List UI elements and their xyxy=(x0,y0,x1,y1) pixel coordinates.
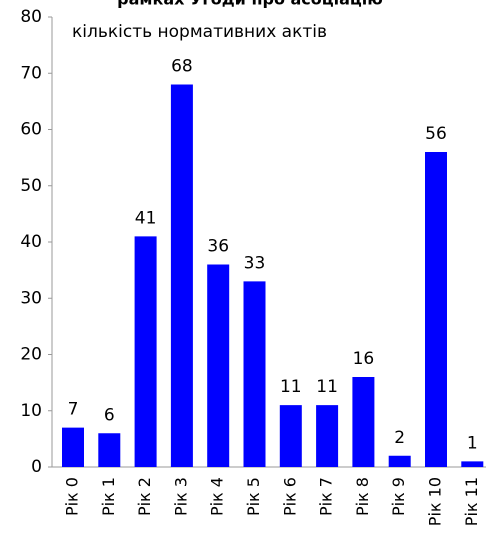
bar xyxy=(352,377,375,467)
bar xyxy=(134,236,157,467)
x-tick-label: Рік 4 xyxy=(208,477,227,516)
data-label: 16 xyxy=(353,349,375,369)
bar xyxy=(388,455,411,467)
bar xyxy=(62,427,84,467)
data-label: 36 xyxy=(207,237,229,257)
x-tick-label: Рік 2 xyxy=(135,477,154,516)
data-label: 68 xyxy=(171,57,193,77)
data-label: 56 xyxy=(425,124,447,144)
bar xyxy=(425,152,447,467)
chart-title: рамках Угоди про асоціацію xyxy=(117,0,383,9)
data-label: 11 xyxy=(280,377,302,397)
bar xyxy=(98,433,121,467)
bar xyxy=(207,264,230,467)
x-tick-label: Рік 0 xyxy=(63,477,82,516)
bar xyxy=(279,405,302,467)
bar xyxy=(170,84,193,467)
y-tick-label: 0 xyxy=(31,457,42,477)
data-label: 11 xyxy=(316,377,338,397)
y-axis-label: кількість нормативних актів xyxy=(72,22,327,42)
y-tick-label: 80 xyxy=(20,7,42,27)
y-tick-label: 30 xyxy=(20,288,42,308)
y-tick-label: 40 xyxy=(20,232,42,252)
bar xyxy=(316,405,339,467)
bar xyxy=(461,461,484,467)
x-tick-label: Рік 5 xyxy=(244,477,263,516)
y-tick-label: 10 xyxy=(20,401,42,421)
x-tick-label: Рік 9 xyxy=(389,477,408,516)
data-label: 33 xyxy=(244,253,266,273)
data-label: 2 xyxy=(394,428,405,448)
x-tick-label: Рік 3 xyxy=(171,477,190,516)
x-tick-label: Рік 8 xyxy=(353,477,372,516)
x-tick-label: Рік 11 xyxy=(462,477,481,526)
data-label: 1 xyxy=(467,433,478,453)
bar xyxy=(243,281,266,467)
y-tick-label: 70 xyxy=(20,63,42,83)
x-tick-label: Рік 10 xyxy=(426,477,445,526)
data-label: 41 xyxy=(135,208,157,228)
x-tick-label: Рік 1 xyxy=(99,477,118,516)
data-label: 7 xyxy=(68,400,79,420)
data-label: 6 xyxy=(104,405,115,425)
x-tick-label: Рік 6 xyxy=(280,477,299,516)
x-tick-label: Рік 7 xyxy=(317,477,336,516)
y-tick-label: 20 xyxy=(20,345,42,365)
y-tick-label: 50 xyxy=(20,176,42,196)
y-tick-label: 60 xyxy=(20,120,42,140)
